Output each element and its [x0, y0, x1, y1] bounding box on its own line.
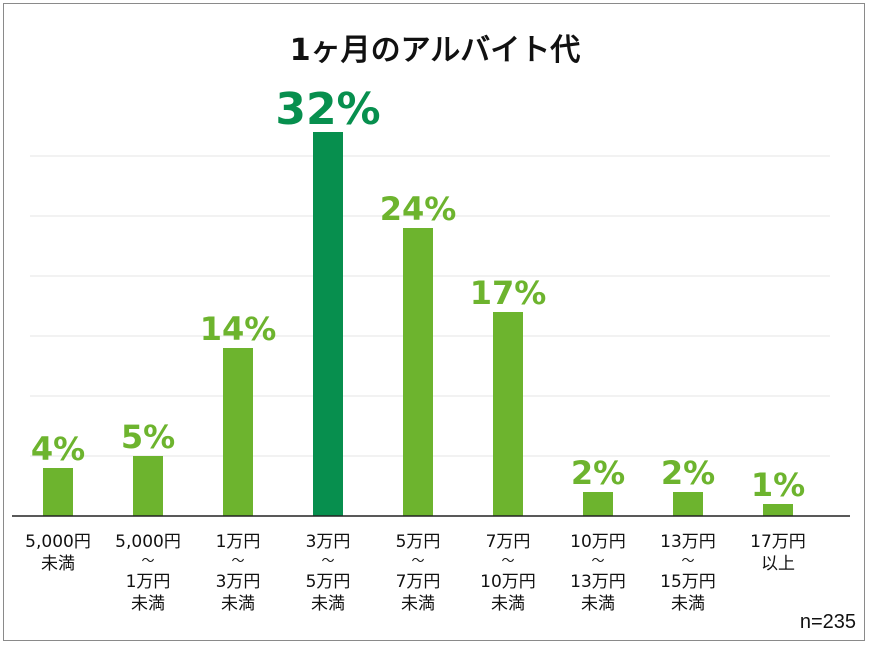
value-labels: 4% 5% 14% 32% 24% 17% 2% 2% 1%: [31, 84, 805, 504]
category-label: 5,000円未満: [25, 532, 91, 574]
sample-size-note: n=235: [799, 611, 856, 633]
grid-lines: [30, 155, 830, 457]
bar-value-label: 2%: [661, 454, 715, 492]
category-label: 5,000円～ 1万円未満: [115, 532, 181, 614]
bar-value-label: 2%: [571, 454, 625, 492]
bar: [403, 228, 433, 516]
bar: [673, 492, 703, 516]
bar: [763, 504, 793, 516]
category-label: 3万円～ 5万円未満: [306, 532, 351, 614]
category-label: 17万円以上: [750, 532, 806, 574]
bar-value-label: 24%: [380, 190, 457, 228]
chart-frame: [3, 3, 865, 641]
bar: [223, 348, 253, 516]
category-label: 13万円～ 15万円未満: [660, 532, 716, 614]
bar-value-label: 5%: [121, 418, 175, 456]
category-label: 7万円～ 10万円未満: [480, 532, 536, 614]
bar-value-label: 32%: [275, 84, 380, 135]
bar: [583, 492, 613, 516]
chart-title: 1ヶ月のアルバイト代: [290, 33, 581, 68]
bar: [43, 468, 73, 516]
category-label: 10万円～ 13万円未満: [570, 532, 626, 614]
bar: [493, 312, 523, 516]
bar-value-label: 4%: [31, 430, 85, 468]
bar: [133, 456, 163, 516]
bar-value-label: 1%: [751, 466, 805, 504]
bar-value-label: 17%: [470, 274, 547, 312]
category-labels: 5,000円未満 5,000円～ 1万円未満 1万円～ 3万円未満 3万円～ 5万円未満 5万…: [25, 532, 806, 614]
bar: [313, 132, 343, 516]
category-label: 1万円～ 3万円未満: [216, 532, 261, 614]
category-label: 5万円～ 7万円未満: [396, 532, 441, 614]
bar-value-label: 14%: [200, 310, 277, 348]
bars: [43, 132, 793, 516]
